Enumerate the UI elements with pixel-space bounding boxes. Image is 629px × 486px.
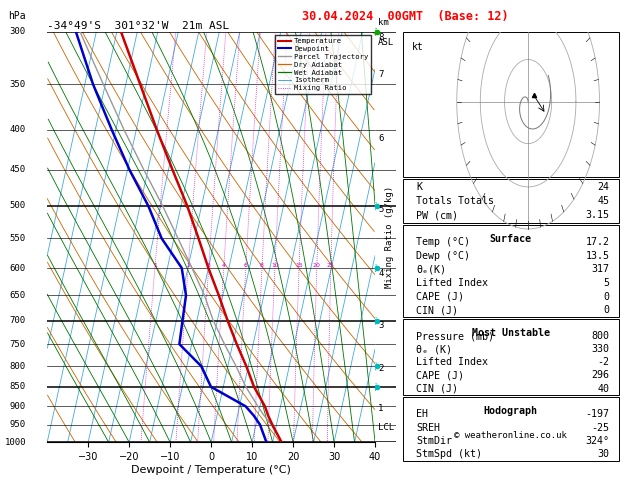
Text: Pressure (mb): Pressure (mb) xyxy=(416,331,494,341)
Bar xyxy=(403,179,619,223)
Text: 324°: 324° xyxy=(586,436,610,446)
Text: -197: -197 xyxy=(586,409,610,419)
Text: SREH: SREH xyxy=(416,423,440,433)
Text: EH: EH xyxy=(416,409,428,419)
Text: CIN (J): CIN (J) xyxy=(416,383,459,394)
Bar xyxy=(403,397,619,461)
Text: 0: 0 xyxy=(604,292,610,302)
Bar xyxy=(403,32,619,177)
Text: 6: 6 xyxy=(378,134,384,142)
Text: 700: 700 xyxy=(9,316,26,325)
Text: StmDir: StmDir xyxy=(416,436,452,446)
Text: 850: 850 xyxy=(9,382,26,391)
Text: 2: 2 xyxy=(378,364,384,373)
Text: 350: 350 xyxy=(9,80,26,88)
Text: 3.15: 3.15 xyxy=(586,210,610,220)
Text: 750: 750 xyxy=(9,340,26,348)
Text: Temp (°C): Temp (°C) xyxy=(416,237,470,247)
Text: θₑ(K): θₑ(K) xyxy=(416,264,447,274)
Text: -2: -2 xyxy=(598,357,610,367)
Text: Totals Totals: Totals Totals xyxy=(416,196,494,206)
Text: 5: 5 xyxy=(378,205,384,214)
Text: 800: 800 xyxy=(592,331,610,341)
Text: 1: 1 xyxy=(153,263,157,268)
Text: 8: 8 xyxy=(378,33,384,42)
Text: 7: 7 xyxy=(378,70,384,79)
Text: 950: 950 xyxy=(9,420,26,429)
Text: 550: 550 xyxy=(9,234,26,243)
Text: K: K xyxy=(416,182,423,191)
Text: hPa: hPa xyxy=(8,11,26,21)
Text: km: km xyxy=(378,18,389,28)
Text: Mixing Ratio (g/kg): Mixing Ratio (g/kg) xyxy=(386,186,394,288)
Legend: Temperature, Dewpoint, Parcel Trajectory, Dry Adiabat, Wet Adiabat, Isotherm, Mi: Temperature, Dewpoint, Parcel Trajectory… xyxy=(276,35,372,94)
Text: 900: 900 xyxy=(9,402,26,411)
Text: 6: 6 xyxy=(244,263,248,268)
Text: 300: 300 xyxy=(9,27,26,36)
Text: 450: 450 xyxy=(9,165,26,174)
Text: 4: 4 xyxy=(378,269,384,278)
Text: 40: 40 xyxy=(598,383,610,394)
Text: CIN (J): CIN (J) xyxy=(416,305,459,315)
Text: CAPE (J): CAPE (J) xyxy=(416,292,464,302)
Text: Surface: Surface xyxy=(490,234,532,243)
Text: 45: 45 xyxy=(598,196,610,206)
Text: Lifted Index: Lifted Index xyxy=(416,357,489,367)
Text: Hodograph: Hodograph xyxy=(484,406,538,416)
Text: 800: 800 xyxy=(9,362,26,371)
Text: StmSpd (kt): StmSpd (kt) xyxy=(416,449,482,459)
Text: 2: 2 xyxy=(186,263,190,268)
Text: 1000: 1000 xyxy=(4,438,26,447)
Text: Most Unstable: Most Unstable xyxy=(472,328,550,338)
Text: 10: 10 xyxy=(271,263,279,268)
Text: 20: 20 xyxy=(313,263,321,268)
Text: PW (cm): PW (cm) xyxy=(416,210,459,220)
X-axis label: Dewpoint / Temperature (°C): Dewpoint / Temperature (°C) xyxy=(131,465,291,475)
Text: 15: 15 xyxy=(295,263,303,268)
Text: ASL: ASL xyxy=(378,38,394,47)
Text: -25: -25 xyxy=(592,423,610,433)
Bar xyxy=(403,225,619,317)
Text: -34°49'S  301°32'W  21m ASL: -34°49'S 301°32'W 21m ASL xyxy=(47,21,230,31)
Text: 25: 25 xyxy=(327,263,335,268)
Text: 5: 5 xyxy=(604,278,610,288)
Text: 4: 4 xyxy=(221,263,226,268)
Text: Lifted Index: Lifted Index xyxy=(416,278,489,288)
Text: 1: 1 xyxy=(378,404,384,413)
Text: 30: 30 xyxy=(598,449,610,459)
Text: 500: 500 xyxy=(9,201,26,210)
Text: 8: 8 xyxy=(260,263,264,268)
Text: 296: 296 xyxy=(592,370,610,381)
Text: CAPE (J): CAPE (J) xyxy=(416,370,464,381)
Text: 400: 400 xyxy=(9,125,26,134)
Bar xyxy=(403,319,619,395)
Text: 13.5: 13.5 xyxy=(586,251,610,260)
Text: 330: 330 xyxy=(592,344,610,354)
Text: 317: 317 xyxy=(592,264,610,274)
Text: 30.04.2024  00GMT  (Base: 12): 30.04.2024 00GMT (Base: 12) xyxy=(303,10,509,23)
Text: 0: 0 xyxy=(604,305,610,315)
Text: 650: 650 xyxy=(9,291,26,300)
Text: 24: 24 xyxy=(598,182,610,191)
Text: kt: kt xyxy=(412,42,423,52)
Text: Dewp (°C): Dewp (°C) xyxy=(416,251,470,260)
Text: 3: 3 xyxy=(206,263,211,268)
Text: 17.2: 17.2 xyxy=(586,237,610,247)
Text: © weatheronline.co.uk: © weatheronline.co.uk xyxy=(454,431,567,440)
Text: 3: 3 xyxy=(378,321,384,330)
Text: LCL: LCL xyxy=(378,423,394,432)
Text: 600: 600 xyxy=(9,263,26,273)
Text: θₑ (K): θₑ (K) xyxy=(416,344,452,354)
